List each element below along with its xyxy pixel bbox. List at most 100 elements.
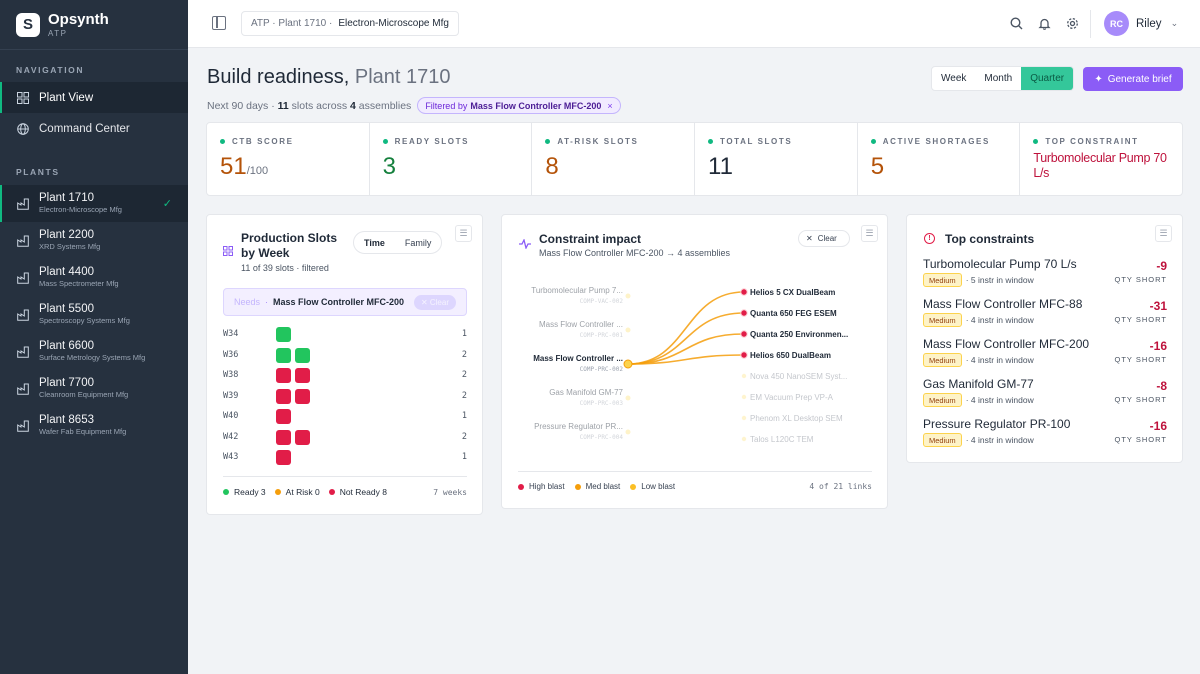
component-dot xyxy=(625,293,631,299)
grid-icon xyxy=(16,91,30,105)
weeks-count: 7 weeks xyxy=(433,487,467,497)
assembly-name: Talos L120C TEM xyxy=(750,435,814,444)
constraint-row[interactable]: Mass Flow Controller MFC-200 Medium · 4 in… xyxy=(923,337,1167,373)
range-week-button[interactable]: Week xyxy=(941,73,967,84)
assembly-node[interactable]: Helios 5 CX DualBeam xyxy=(740,288,836,297)
page-meta: Next 90 days · 11 slots across 4 assembl… xyxy=(207,97,621,114)
assembly-dot xyxy=(741,394,747,400)
plant-name: Plant 8653 xyxy=(39,414,94,426)
tab-family[interactable]: Family xyxy=(404,237,432,248)
week-label: W38 xyxy=(223,370,239,380)
gear-icon[interactable] xyxy=(1064,15,1080,31)
constraint-row[interactable]: Mass Flow Controller MFC-88 Medium · 4 ins… xyxy=(923,297,1167,333)
clear-button[interactable]: ✕ Clear xyxy=(798,230,850,247)
slot-cell-ready[interactable] xyxy=(276,327,291,342)
kpi-label: READY SLOTS xyxy=(382,137,519,146)
close-icon[interactable]: × xyxy=(607,100,613,111)
qty-short-label: QTY SHORT xyxy=(1114,395,1167,404)
meta-suffix: assemblies xyxy=(358,99,412,112)
assembly-node[interactable]: Helios 650 DualBeam xyxy=(740,351,831,360)
assembly-node[interactable]: Nova 450 NanoSEM Syst... xyxy=(741,372,848,381)
component-node[interactable]: Gas Manifold GM-77 COMP-PRC-003 xyxy=(549,388,631,407)
filter-chip[interactable]: Filtered by Mass Flow Controller MFC-200… xyxy=(417,97,621,114)
search-icon[interactable] xyxy=(1008,15,1024,31)
tab-time[interactable]: Time xyxy=(364,237,385,248)
assembly-node[interactable]: Phenom XL Desktop SEM xyxy=(741,414,843,423)
slot-cell-notready[interactable] xyxy=(276,429,291,445)
nav-item-command-center[interactable]: Command Center xyxy=(0,113,188,144)
slot-cell-notready[interactable] xyxy=(295,388,310,404)
week-label: W43 xyxy=(223,452,239,462)
slot-cell-ready[interactable] xyxy=(295,347,310,363)
assembly-name: Phenom XL Desktop SEM xyxy=(750,414,843,423)
constraint-row[interactable]: Gas Manifold GM-77 Medium · 4 instr in win… xyxy=(923,377,1167,413)
sidebar-item-plant[interactable]: Plant 6600 Surface Metrology Systems Mfg xyxy=(0,333,188,370)
kpi-value: 5 xyxy=(870,153,885,180)
plant-name: Plant 7700 xyxy=(39,377,94,389)
severity-badge: Medium xyxy=(923,433,962,447)
menu-icon[interactable]: ☰ xyxy=(455,225,472,242)
sidebar-item-plant[interactable]: Plant 8653 Wafer Fab Equipment Mfg xyxy=(0,407,188,444)
production-slots-title: Production Slots by Week xyxy=(241,231,337,260)
sidebar-item-plant[interactable]: Plant 4400 Mass Spectrometer Mfg xyxy=(0,259,188,296)
assembly-dot xyxy=(740,309,748,317)
component-node[interactable]: Mass Flow Controller ... COMP-PRC-002 xyxy=(533,354,633,373)
slot-cell-notready[interactable] xyxy=(295,429,310,445)
menu-icon[interactable]: ☰ xyxy=(1155,225,1172,242)
week-row: W38 2 xyxy=(223,366,467,386)
menu-icon[interactable]: ☰ xyxy=(861,225,878,242)
plant-name: Plant 6600 xyxy=(39,340,94,352)
sidebar-item-plant[interactable]: Plant 7700 Cleanroom Equipment Mfg xyxy=(0,370,188,407)
sidebar-item-plant[interactable]: Plant 1710 Electron-Microscope Mfg ✓ xyxy=(0,185,188,222)
breadcrumb[interactable]: ATP · Plant 1710 · Electron-Microscope M… xyxy=(241,11,459,36)
constraint-row[interactable]: Turbomolecular Pump 70 L/s Medium · 5 inst… xyxy=(923,257,1167,293)
topbar-divider xyxy=(1090,10,1091,38)
user-menu[interactable]: RC Riley ⌄ xyxy=(1104,11,1178,36)
sidebar-toggle-icon[interactable] xyxy=(212,16,226,30)
constraint-detail: · 4 instr in window xyxy=(965,435,1034,445)
component-node[interactable]: Pressure Regulator PR... COMP-PRC-004 xyxy=(534,422,631,441)
range-quarter-button[interactable]: Quarter xyxy=(1021,67,1074,90)
brand[interactable]: S Opsynth ATP xyxy=(0,0,188,50)
slot-cell-notready[interactable] xyxy=(276,388,291,404)
bell-icon[interactable] xyxy=(1036,15,1052,31)
slot-cell-notready[interactable] xyxy=(295,368,310,383)
component-dot xyxy=(625,327,631,333)
slot-cell-notready[interactable] xyxy=(276,450,291,465)
needs-label: Needs xyxy=(234,297,261,307)
nav-item-plant-view[interactable]: Plant View xyxy=(0,82,188,113)
legend-at-risk: At Risk 0 xyxy=(274,487,320,497)
close-icon: ✕ xyxy=(806,234,813,243)
slot-cell-notready[interactable] xyxy=(276,409,291,424)
slot-cell-ready[interactable] xyxy=(276,347,291,363)
component-node[interactable]: Turbomolecular Pump 7... COMP-VAC-002 xyxy=(531,286,631,305)
week-row: W42 2 xyxy=(223,428,467,448)
topbar: ATP · Plant 1710 · Electron-Microscope M… xyxy=(188,0,1200,48)
nav-section-label: NAVIGATION xyxy=(16,65,85,75)
component-node[interactable]: Mass Flow Controller ... COMP-PRC-001 xyxy=(539,320,631,339)
slot-cell-notready[interactable] xyxy=(276,368,291,383)
range-month-button[interactable]: Month xyxy=(984,73,1013,84)
component-name: Gas Manifold GM-77 xyxy=(549,388,623,397)
impact-link xyxy=(627,312,745,365)
plant-subtitle: Electron-Microscope Mfg xyxy=(39,205,122,214)
kpi-at-risk-slots: AT-RISK SLOTS 8 xyxy=(532,123,696,195)
assembly-node[interactable]: Talos L120C TEM xyxy=(741,435,814,444)
links-count: 4 of 21 links xyxy=(809,482,872,491)
component-code: COMP-PRC-004 xyxy=(580,434,624,441)
qty-short-value: -16 xyxy=(1149,419,1167,433)
sidebar-item-plant[interactable]: Plant 2200 XRD Systems Mfg xyxy=(0,222,188,259)
qty-short-label: QTY SHORT xyxy=(1114,275,1167,284)
assembly-node[interactable]: EM Vacuum Prep VP-A xyxy=(741,393,834,402)
generate-brief-button[interactable]: ✦ Generate brief xyxy=(1083,67,1183,91)
range-selector: Week Month Quarter xyxy=(931,66,1075,91)
week-row: W36 2 xyxy=(223,346,467,366)
assembly-node[interactable]: Quanta 650 FEG ESEM xyxy=(740,309,837,318)
assembly-node[interactable]: Quanta 250 Environmen... xyxy=(740,330,848,339)
plant-subtitle: Cleanroom Equipment Mfg xyxy=(39,390,129,399)
factory-icon xyxy=(16,419,30,433)
sidebar-item-plant[interactable]: Plant 5500 Spectroscopy Systems Mfg xyxy=(0,296,188,333)
constraint-row[interactable]: Pressure Regulator PR-100 Medium · 4 instr… xyxy=(923,417,1167,453)
top-constraints-title: Top constraints xyxy=(945,232,1035,246)
needs-clear-button[interactable]: ✕ Clear xyxy=(413,295,456,310)
